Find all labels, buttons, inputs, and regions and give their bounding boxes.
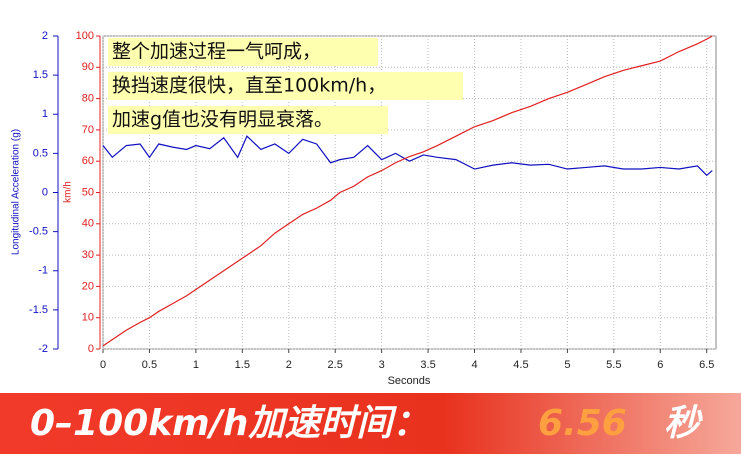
y-tick-label: -2: [38, 343, 48, 355]
banner-label: 0–100km/h加速时间：: [30, 403, 428, 444]
annotation: 整个加速过程一气呵成，: [112, 41, 321, 63]
y2-tick-label: 30: [82, 249, 94, 261]
y2-tick-label: 60: [82, 155, 94, 167]
x-axis-label: Seconds: [388, 375, 431, 387]
y-tick-label: -1.5: [29, 304, 48, 316]
y-tick-label: 0: [42, 186, 48, 198]
y2-tick-label: 10: [82, 312, 94, 324]
x-tick-label: 4.5: [513, 359, 528, 371]
x-tick-label: 6: [657, 359, 663, 371]
x-tick-label: 0: [100, 359, 106, 371]
y-tick-label: 0.5: [33, 147, 48, 159]
x-tick-label: 6.5: [699, 359, 714, 371]
annotation: 换挡速度很快，直至100km/h，: [112, 75, 386, 97]
y-axis-label: Longitudinal Acceleration (g): [11, 129, 22, 255]
annotation-bg: [108, 38, 378, 66]
annotation: 加速g值也没有明显衰落。: [112, 109, 333, 131]
annotation-bg: [108, 72, 463, 100]
y2-tick-label: 90: [82, 61, 94, 73]
x-tick-label: 5.5: [606, 359, 621, 371]
y2-tick-label: 40: [82, 218, 94, 230]
x-tick-label: 4: [471, 359, 477, 371]
y-tick-label: 2: [42, 30, 48, 42]
x-tick-label: 3: [379, 359, 385, 371]
y2-tick-label: 80: [82, 93, 94, 105]
series-line: [102, 135, 713, 177]
y-tick-label: 1.5: [33, 69, 48, 81]
annotation-bg: [108, 106, 388, 134]
y2-tick-label: 70: [82, 124, 94, 136]
y2-tick-label: 50: [82, 186, 94, 198]
x-tick-label: 5: [564, 359, 570, 371]
banner-unit: 秒: [664, 403, 703, 444]
x-tick-label: 3.5: [420, 359, 435, 371]
y2-tick-label: 20: [82, 280, 94, 292]
x-tick-label: 2.5: [328, 359, 343, 371]
y-tick-label: 1: [42, 108, 48, 120]
banner: [0, 393, 741, 454]
banner-value: 6.56: [538, 403, 627, 444]
series-line: [102, 35, 713, 347]
x-tick-label: 1: [193, 359, 199, 371]
y2-tick-label: 0: [88, 343, 94, 355]
y2-tick-label: 100: [76, 30, 94, 42]
x-tick-label: 2: [286, 359, 292, 371]
x-tick-label: 0.5: [142, 359, 157, 371]
x-tick-label: 1.5: [235, 359, 250, 371]
y-tick-label: -0.5: [29, 226, 48, 238]
y-tick-label: -1: [38, 265, 48, 277]
y2-axis-label: km/h: [63, 181, 74, 203]
